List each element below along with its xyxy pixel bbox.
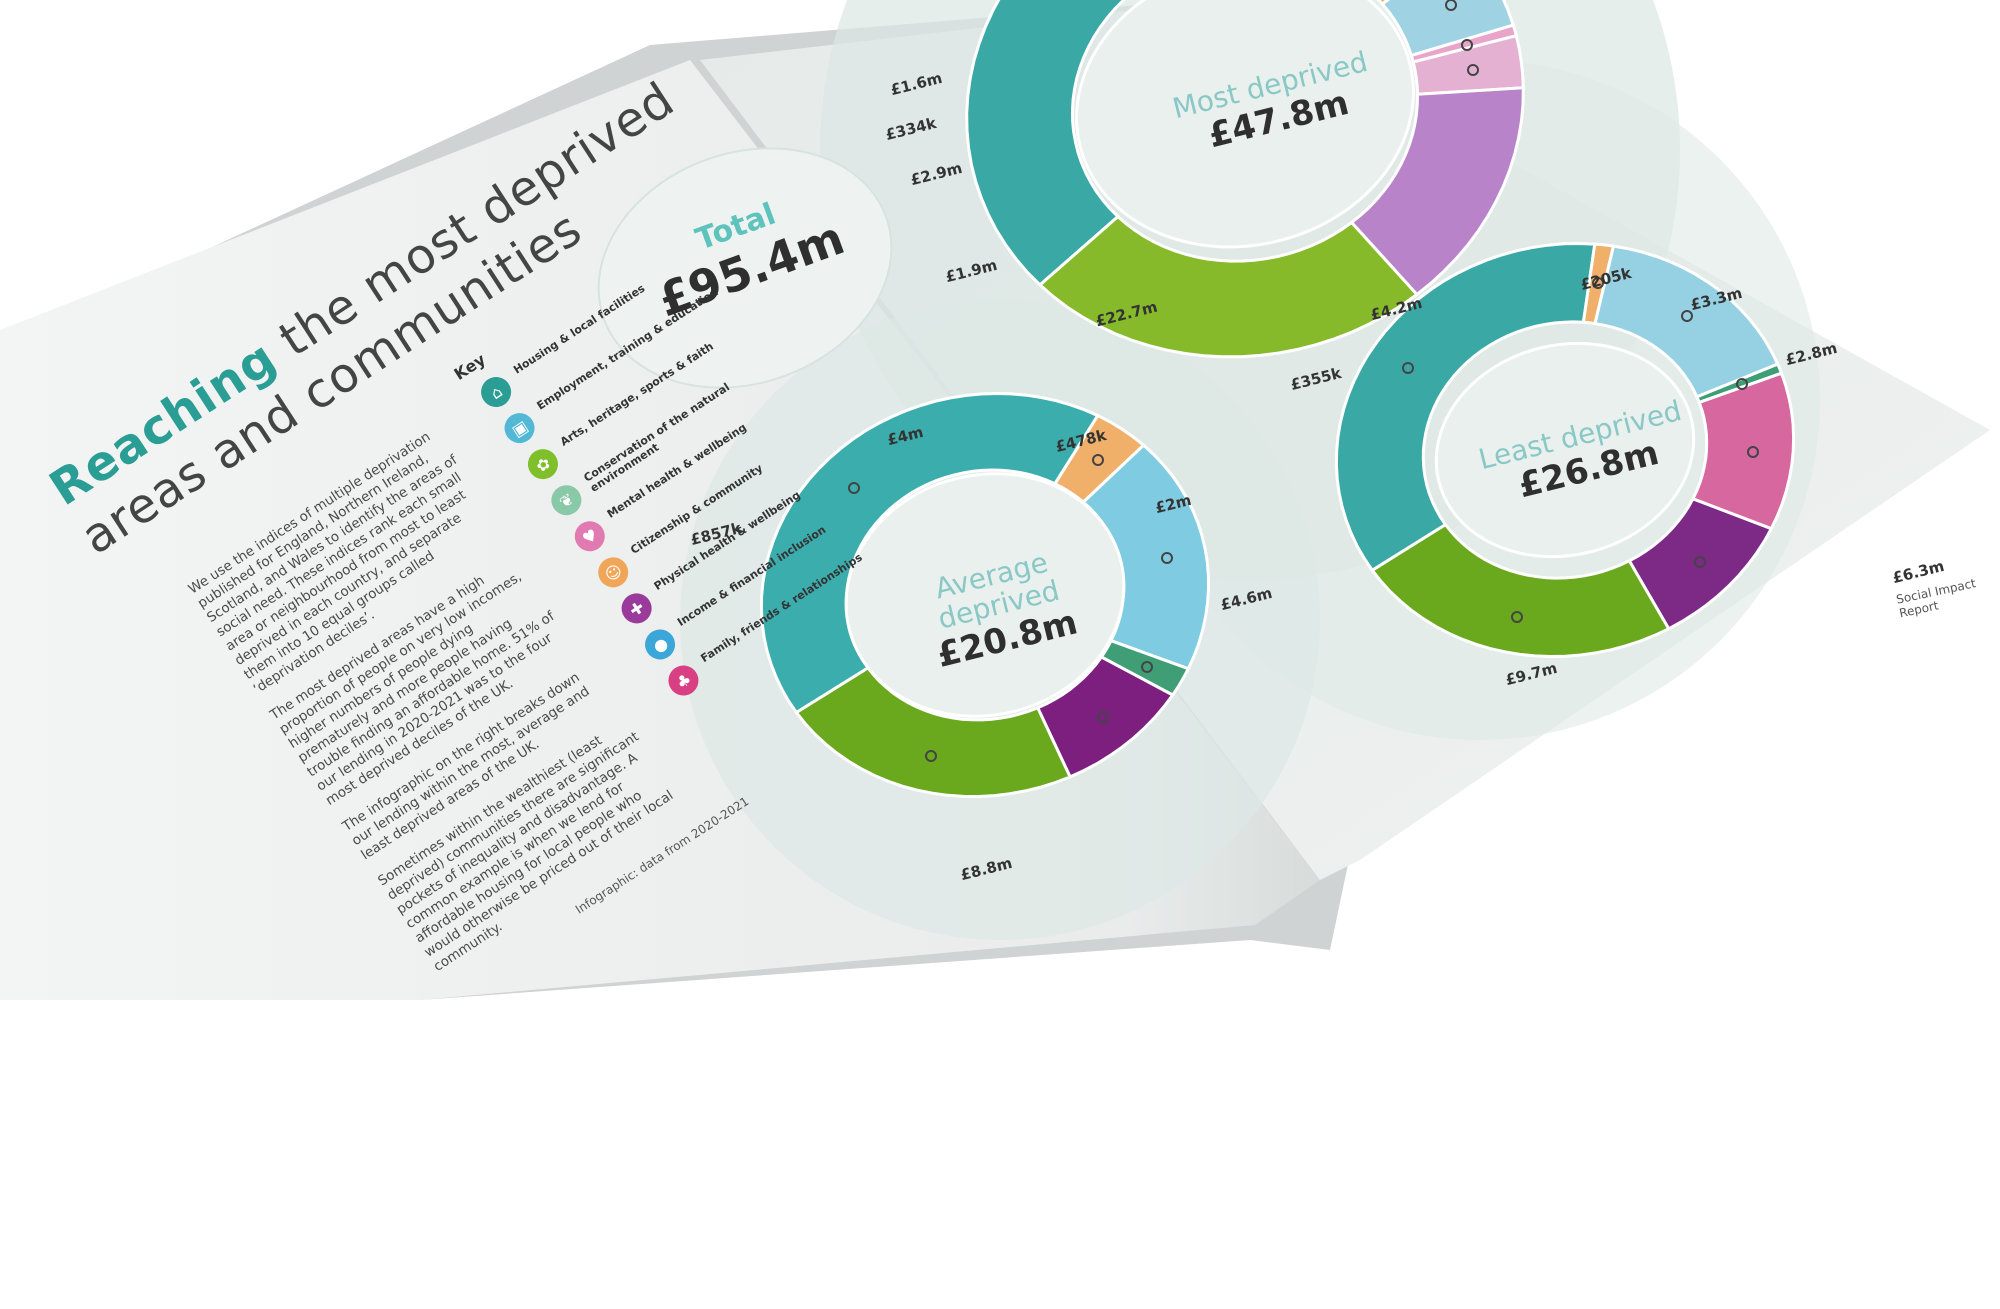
donut-slice bbox=[1370, 522, 1671, 659]
slice-marker bbox=[1747, 445, 1760, 458]
key-heading: Key bbox=[450, 349, 489, 384]
book-illustration bbox=[0, 0, 1990, 1000]
slice-marker bbox=[1466, 64, 1479, 77]
slice-marker bbox=[847, 482, 860, 495]
donut-slice bbox=[1037, 214, 1420, 359]
slice-marker bbox=[1461, 38, 1474, 51]
donut-centre bbox=[844, 472, 1126, 718]
slice-marker bbox=[1681, 310, 1694, 323]
donut-centre bbox=[1075, 0, 1415, 249]
house-icon: ⌂ bbox=[475, 371, 517, 413]
chart-most-deprived bbox=[965, 0, 1525, 359]
total-bubble bbox=[597, 147, 893, 389]
slice-marker bbox=[1401, 361, 1414, 374]
donut-slice bbox=[965, 0, 1126, 287]
slice-marker bbox=[1140, 661, 1153, 674]
slice-marker bbox=[1092, 453, 1105, 466]
slice-marker bbox=[1444, 0, 1457, 11]
slice-marker bbox=[924, 750, 937, 763]
slice-marker bbox=[1736, 378, 1749, 391]
chart-least-deprived bbox=[1334, 241, 1796, 659]
donut-centre bbox=[1434, 341, 1696, 559]
slice-marker bbox=[1694, 556, 1707, 569]
slice-marker bbox=[1160, 552, 1173, 565]
slice-marker bbox=[1592, 276, 1605, 289]
brochure-spread: Reaching the most deprived areas and com… bbox=[0, 0, 1990, 1000]
slice-marker bbox=[1097, 711, 1110, 724]
slice-marker bbox=[1510, 610, 1523, 623]
